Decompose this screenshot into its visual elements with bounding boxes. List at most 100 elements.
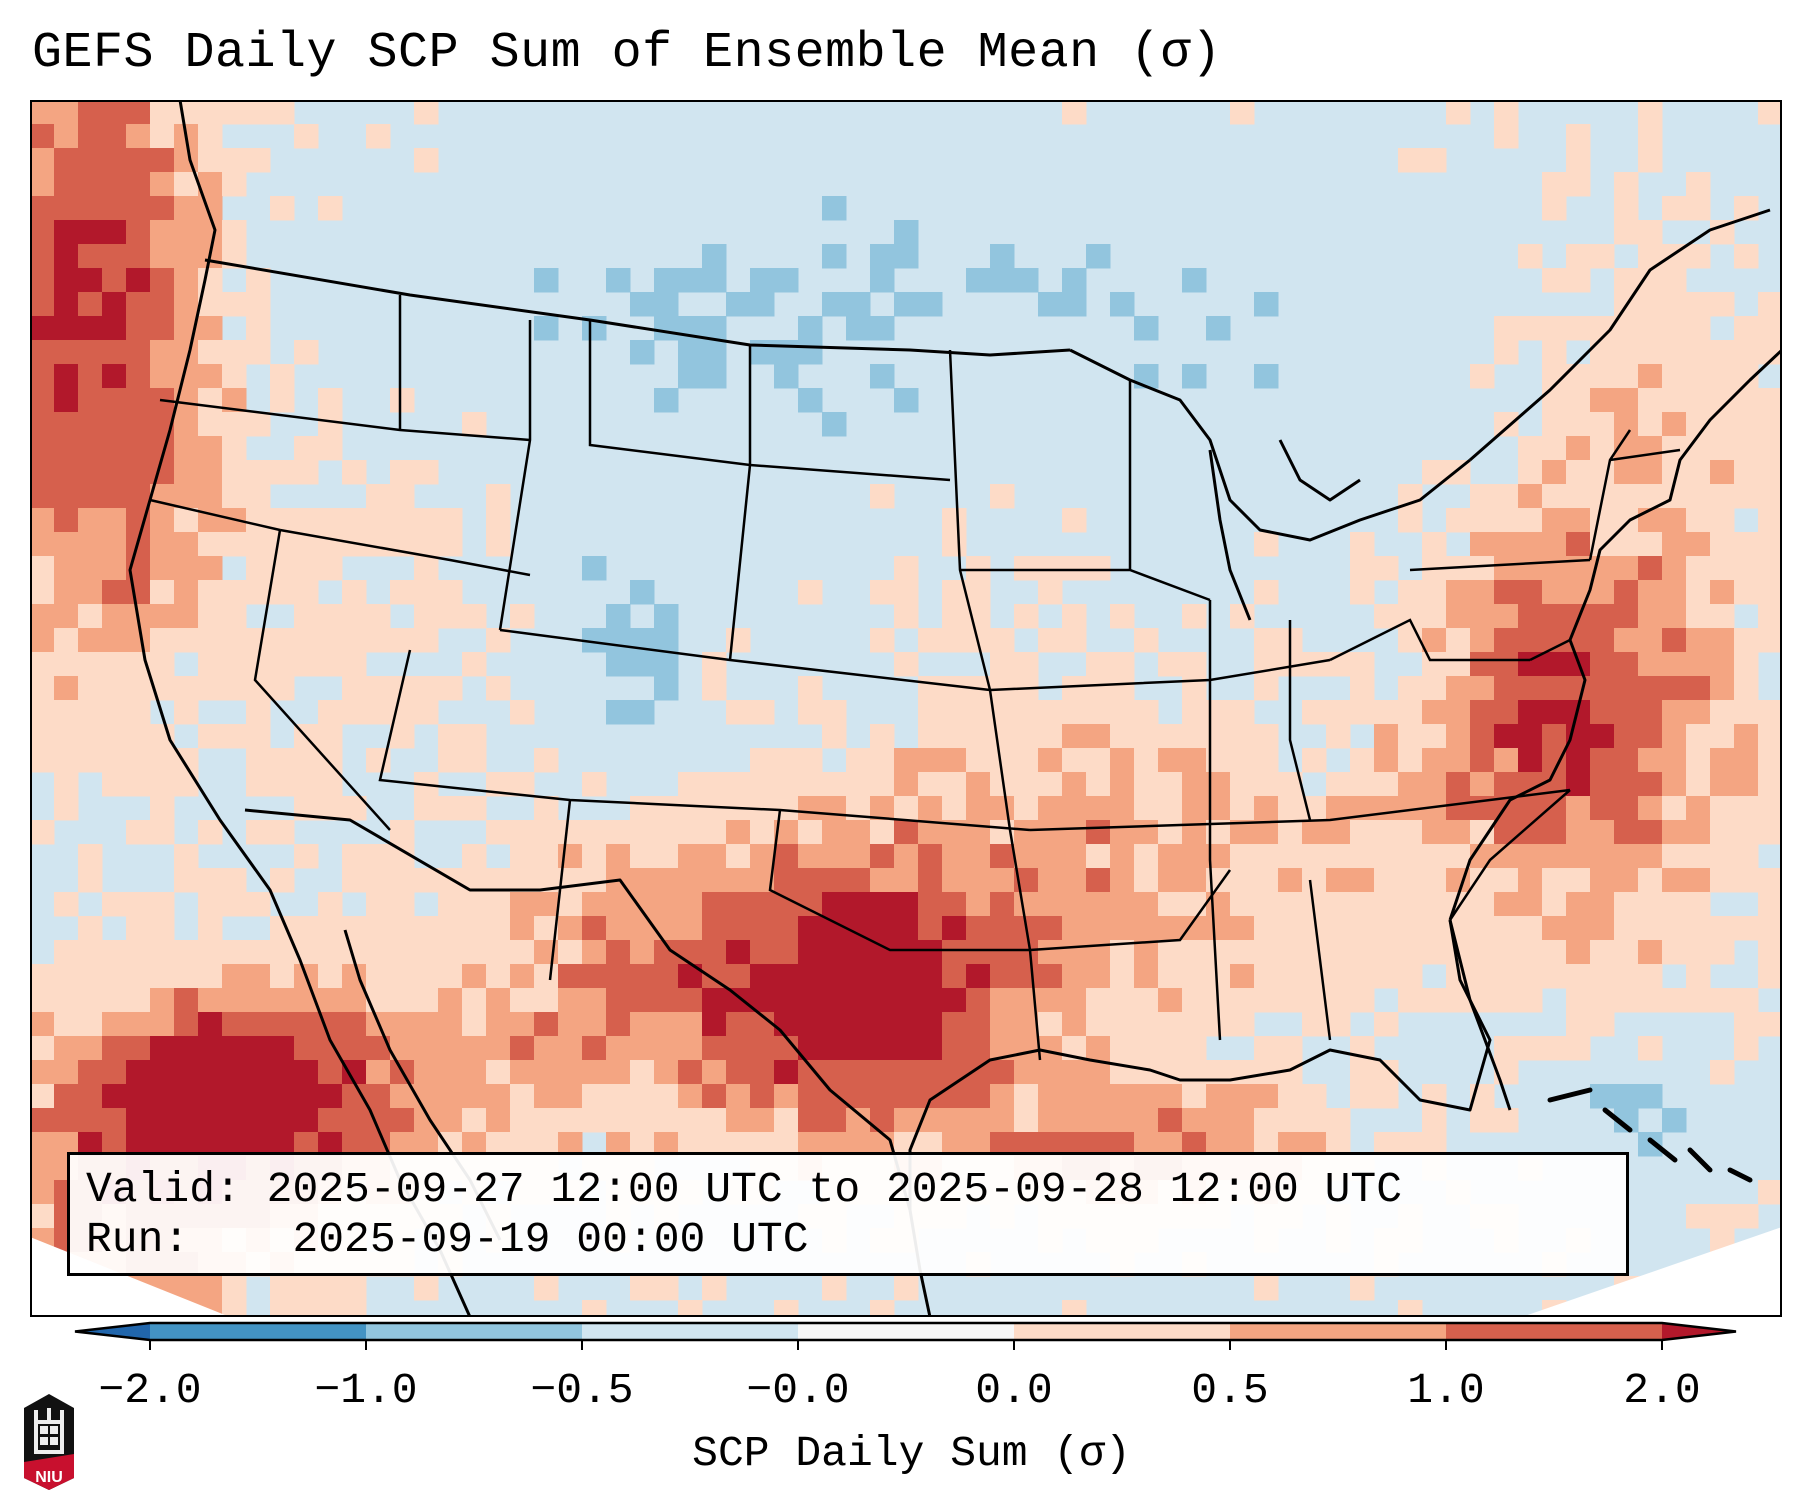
heatmap-cell: [894, 844, 919, 869]
heatmap-cell: [246, 676, 271, 701]
heatmap-cell: [1494, 700, 1519, 725]
heatmap-cell: [1518, 484, 1543, 509]
heatmap-cell: [750, 844, 775, 869]
heatmap-cell: [1278, 940, 1303, 965]
heatmap-cell: [1518, 700, 1543, 725]
heatmap-cell: [246, 964, 271, 989]
heatmap-cell: [126, 436, 151, 461]
heatmap-cell: [990, 868, 1015, 893]
heatmap-cell: [102, 172, 127, 197]
heatmap-cell: [1182, 700, 1207, 725]
heatmap-cell: [54, 532, 79, 557]
heatmap-cell: [294, 1012, 319, 1037]
heatmap-cell: [918, 796, 943, 821]
heatmap-cell: [342, 604, 367, 629]
heatmap-cell: [630, 940, 655, 965]
heatmap-cell: [654, 652, 679, 677]
heatmap-cell: [894, 1036, 919, 1061]
heatmap-cell: [1254, 796, 1279, 821]
heatmap-cell: [1494, 124, 1519, 149]
heatmap-cell: [1710, 1060, 1735, 1085]
heatmap-cell: [1734, 628, 1759, 653]
heatmap-cell: [1038, 964, 1063, 989]
heatmap-cell: [390, 892, 415, 917]
heatmap-cell: [1758, 508, 1782, 533]
heatmap-cell: [1158, 988, 1183, 1013]
heatmap-cell: [1038, 1060, 1063, 1085]
heatmap-cell: [78, 964, 103, 989]
heatmap-cell: [126, 316, 151, 341]
heatmap-cell: [1662, 652, 1687, 677]
heatmap-cell: [1470, 580, 1495, 605]
heatmap-cell: [822, 412, 847, 437]
heatmap-cell: [1638, 436, 1663, 461]
heatmap-cell: [1062, 628, 1087, 653]
heatmap-cell: [1398, 892, 1423, 917]
heatmap-cell: [270, 772, 295, 797]
heatmap-cell: [198, 388, 223, 413]
heatmap-cell: [534, 1036, 559, 1061]
heatmap-cell: [654, 676, 679, 701]
heatmap-cell: [150, 748, 175, 773]
heatmap-cell: [78, 676, 103, 701]
heatmap-cell: [1734, 820, 1759, 845]
heatmap-cell: [1566, 1012, 1591, 1037]
heatmap-cell: [1542, 964, 1567, 989]
heatmap-cell: [918, 772, 943, 797]
heatmap-cell: [870, 364, 895, 389]
heatmap-cell: [918, 1036, 943, 1061]
heatmap-cell: [1014, 556, 1039, 581]
heatmap-cell: [1374, 916, 1399, 941]
heatmap-cell: [1446, 676, 1471, 701]
heatmap-cell: [366, 1084, 391, 1109]
heatmap-cell: [438, 724, 463, 749]
heatmap-cell: [1566, 940, 1591, 965]
heatmap-cell: [1710, 700, 1735, 725]
heatmap-cell: [678, 1300, 703, 1317]
heatmap-cell: [30, 1180, 55, 1205]
heatmap-cell: [990, 916, 1015, 941]
heatmap-cell: [30, 244, 55, 269]
heatmap-cell: [174, 484, 199, 509]
heatmap-cell: [342, 1300, 367, 1317]
heatmap-cell: [678, 1108, 703, 1133]
heatmap-cell: [1566, 820, 1591, 845]
state-border: [948, 349, 1042, 1061]
heatmap-cell: [1494, 628, 1519, 653]
heatmap-cell: [846, 1012, 871, 1037]
state-border: [768, 809, 1030, 952]
heatmap-cell: [750, 1036, 775, 1061]
heatmap-cell: [174, 196, 199, 221]
heatmap-cell: [1518, 988, 1543, 1013]
heatmap-cell: [1254, 820, 1279, 845]
heatmap-cell: [126, 1012, 151, 1037]
heatmap-cell: [510, 1084, 535, 1109]
heatmap-cell: [894, 1012, 919, 1037]
heatmap-cell: [870, 1300, 895, 1317]
heatmap-cell: [270, 628, 295, 653]
heatmap-cell: [654, 916, 679, 941]
heatmap-cell: [462, 844, 487, 869]
heatmap-cell: [702, 316, 727, 341]
heatmap-cell: [30, 700, 55, 725]
heatmap-cell: [54, 1036, 79, 1061]
heatmap-cell: [1230, 1108, 1255, 1133]
heatmap-cell: [222, 652, 247, 677]
heatmap-cell: [1350, 1084, 1375, 1109]
heatmap-cell: [246, 1036, 271, 1061]
heatmap-cell: [750, 292, 775, 317]
heatmap-cell: [30, 748, 55, 773]
heatmap-cell: [1446, 580, 1471, 605]
heatmap-cell: [54, 460, 79, 485]
heatmap-cell: [870, 988, 895, 1013]
heatmap-cell: [1494, 484, 1519, 509]
heatmap-cell: [1566, 412, 1591, 437]
heatmap-cell: [150, 940, 175, 965]
heatmap-cell: [1446, 820, 1471, 845]
heatmap-cell: [966, 772, 991, 797]
heatmap-cell: [1686, 700, 1711, 725]
heatmap-cell: [990, 1108, 1015, 1133]
heatmap-cell: [366, 892, 391, 917]
heatmap-cell: [1134, 364, 1159, 389]
heatmap-cell: [1422, 700, 1447, 725]
